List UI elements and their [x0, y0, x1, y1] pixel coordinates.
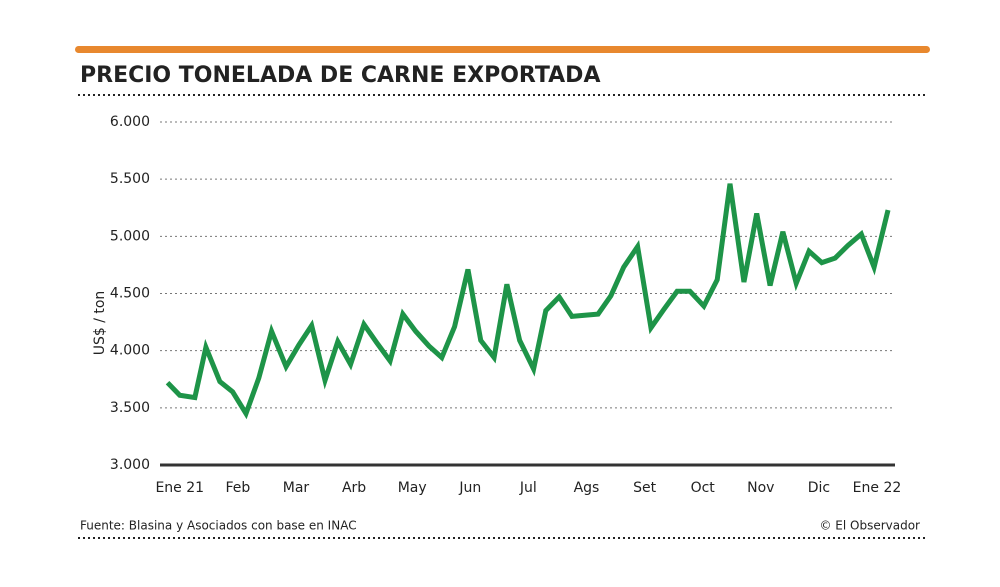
y-tick-label: 4.500	[110, 286, 150, 302]
y-tick-label: 6.000	[110, 114, 150, 130]
x-tick-label: Ags	[574, 480, 600, 496]
x-tick-label: Oct	[691, 480, 716, 496]
x-tick-label: Arb	[342, 480, 366, 496]
chart-title: PRECIO TONELADA DE CARNE EXPORTADA	[80, 63, 600, 88]
accent-bar	[75, 46, 930, 53]
x-tick-label: Ene 21	[155, 480, 204, 496]
x-tick-label: May	[398, 480, 427, 496]
x-tick-label: Feb	[225, 480, 250, 496]
x-tick-label: Dic	[808, 480, 830, 496]
x-tick-label: Nov	[747, 480, 774, 496]
y-tick-label: 5.000	[110, 228, 150, 244]
x-tick-label: Set	[633, 480, 657, 496]
y-tick-label: 4.000	[110, 343, 150, 359]
credit: © El Observador	[819, 519, 920, 533]
y-tick-label: 5.500	[110, 171, 150, 187]
y-tick-label: 3.500	[110, 400, 150, 416]
y-axis-label: US$ / ton	[92, 291, 108, 356]
y-tick-label: 3.000	[110, 457, 150, 473]
price-line	[165, 183, 891, 420]
source: Fuente: Blasina y Asociados con base en …	[80, 519, 357, 533]
x-tick-label: Jul	[519, 480, 537, 496]
x-tick-label: Ene 22	[853, 480, 902, 496]
x-tick-label: Mar	[283, 480, 310, 496]
x-tick-label: Jun	[458, 480, 481, 496]
